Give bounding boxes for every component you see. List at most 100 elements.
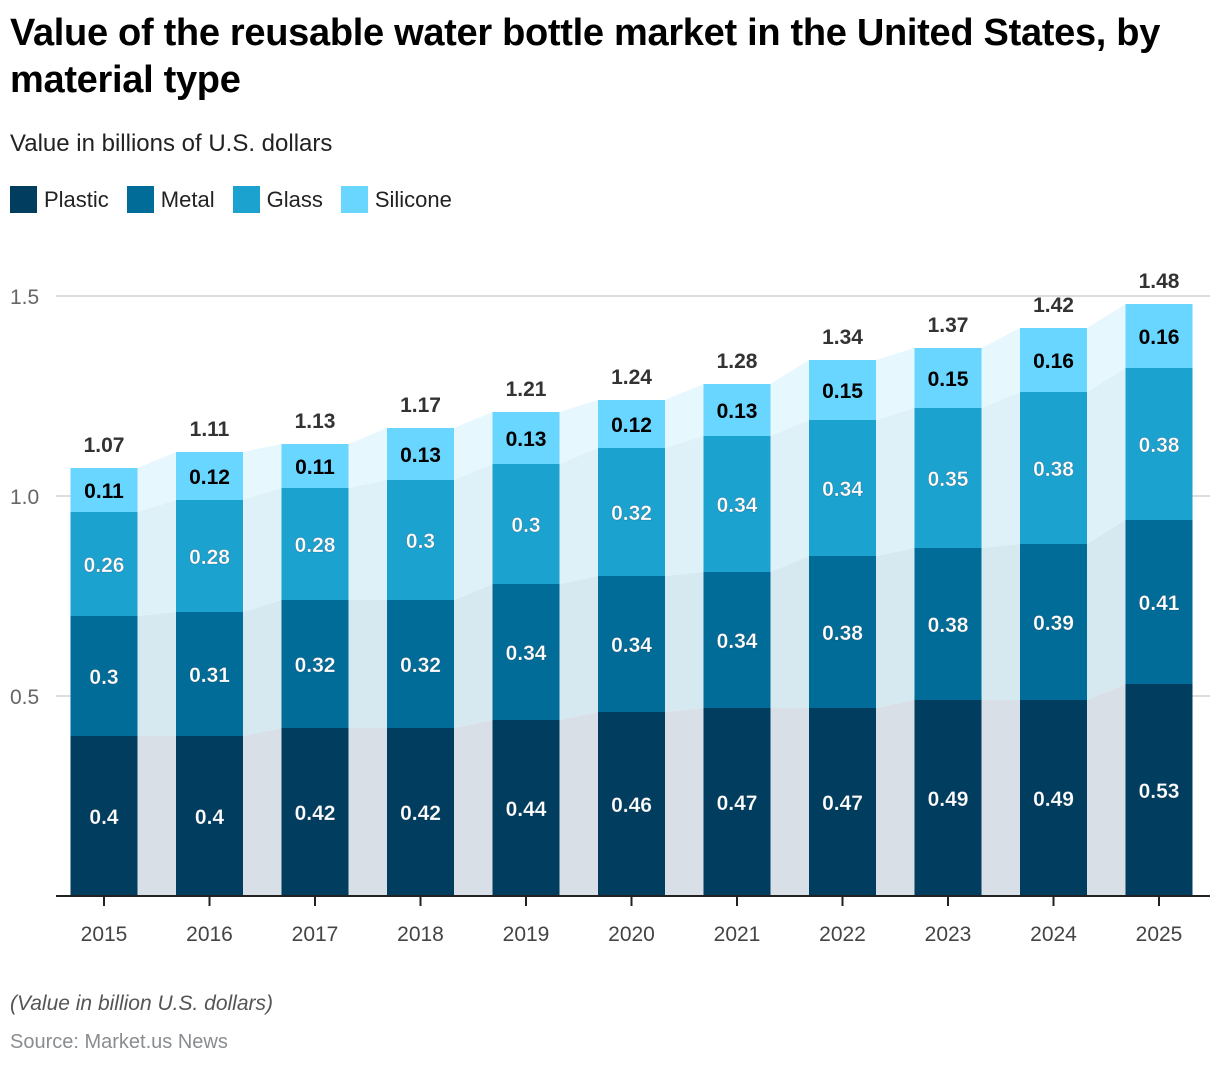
connector-area-plastic xyxy=(454,720,493,896)
bar-plastic xyxy=(387,728,454,896)
total-label: 1.24 xyxy=(611,366,652,389)
data-label-glass: 0.34 xyxy=(717,494,758,517)
data-label-silicone: 0.15 xyxy=(822,380,863,403)
bar-metal xyxy=(1020,544,1087,700)
legend-item-silicone[interactable]: Silicone xyxy=(340,186,452,213)
total-label: 1.17 xyxy=(400,394,441,417)
x-tick-label: 2017 xyxy=(292,923,339,946)
connector-area-glass xyxy=(559,448,598,584)
chart-subtitle: Value in billions of U.S. dollars xyxy=(10,130,333,157)
data-label-glass: 0.3 xyxy=(406,530,435,553)
data-label-metal: 0.39 xyxy=(1033,612,1074,635)
bar-silicone xyxy=(281,444,349,488)
data-label-metal: 0.32 xyxy=(295,654,336,677)
bar-silicone xyxy=(914,348,982,408)
x-tick-label: 2025 xyxy=(1136,923,1183,946)
legend-swatch-plastic xyxy=(10,186,37,213)
data-label-plastic: 0.49 xyxy=(928,788,969,811)
data-label-glass: 0.32 xyxy=(611,502,652,525)
connector-area-plastic xyxy=(981,700,1020,896)
total-label: 1.42 xyxy=(1033,294,1074,317)
bar-silicone xyxy=(598,400,665,448)
bar-metal xyxy=(176,612,243,736)
data-label-silicone: 0.12 xyxy=(189,466,230,489)
connector-area-glass xyxy=(243,488,282,612)
legend-item-glass[interactable]: Glass xyxy=(232,186,323,213)
connector-area-glass xyxy=(770,420,809,572)
connector-area-silicone xyxy=(665,384,704,448)
connector-area-metal xyxy=(981,544,1020,700)
x-tick-label: 2015 xyxy=(81,923,128,946)
bar-plastic xyxy=(914,700,982,896)
data-label-glass: 0.38 xyxy=(1139,434,1180,457)
connector-area-glass xyxy=(348,480,387,600)
bar-glass xyxy=(1020,392,1087,544)
data-label-metal: 0.38 xyxy=(928,614,969,637)
total-label: 1.07 xyxy=(84,434,125,457)
axes: 0.5 1.0 1.5 2015 2016 2017 2018 2019 2020 2021 202… xyxy=(10,286,1210,946)
connector-area-silicone xyxy=(348,428,387,488)
data-label-plastic: 0.4 xyxy=(89,806,119,829)
connector-area-metal xyxy=(348,600,387,728)
connector-area-plastic xyxy=(665,708,704,896)
total-label: 1.11 xyxy=(190,418,230,441)
legend-item-plastic[interactable]: Plastic xyxy=(10,186,109,213)
bar-metal xyxy=(492,584,560,720)
legend-label-metal: Metal xyxy=(160,186,215,212)
data-label-silicone: 0.12 xyxy=(611,414,652,437)
legend-item-metal[interactable]: Metal xyxy=(126,186,215,213)
connector-area-glass xyxy=(454,464,493,600)
bar-plastic xyxy=(809,708,876,896)
bar-plastic xyxy=(598,712,665,896)
x-tick-label: 2018 xyxy=(397,923,444,946)
x-tick-label: 2016 xyxy=(186,923,233,946)
legend-label-glass: Glass xyxy=(266,186,323,212)
connector-area-silicone xyxy=(137,452,176,512)
connector-area-glass xyxy=(665,436,704,576)
connector-area-plastic xyxy=(348,728,387,896)
connector-area-silicone xyxy=(770,360,809,436)
connector-area-glass xyxy=(876,408,915,556)
bar-glass xyxy=(281,488,349,600)
connector-areas xyxy=(137,304,1126,896)
bar-glass xyxy=(176,500,243,612)
source-note: Source: Market.us News xyxy=(10,1031,228,1053)
data-label-glass: 0.34 xyxy=(822,478,863,501)
x-tick-label: 2023 xyxy=(925,923,972,946)
connector-area-plastic xyxy=(770,708,809,896)
connector-area-glass xyxy=(981,392,1020,548)
data-label-metal: 0.31 xyxy=(189,664,230,687)
data-label-metal: 0.3 xyxy=(89,666,118,689)
connector-area-metal xyxy=(665,572,704,712)
connector-area-glass xyxy=(137,500,176,616)
total-label: 1.28 xyxy=(717,350,758,373)
bar-silicone xyxy=(492,412,560,464)
legend-swatch-glass xyxy=(232,186,260,213)
bar-plastic xyxy=(70,736,138,896)
bar-silicone xyxy=(176,452,243,500)
connector-area-plastic xyxy=(243,728,282,896)
connector-area-silicone xyxy=(454,412,493,480)
bar-silicone xyxy=(387,428,454,480)
bar-metal xyxy=(914,548,982,700)
connector-area-plastic xyxy=(1087,684,1126,896)
data-label-glass: 0.28 xyxy=(295,534,336,557)
total-label: 1.21 xyxy=(506,378,547,401)
x-tick-label: 2019 xyxy=(503,923,550,946)
bar-plastic xyxy=(1020,700,1087,896)
bar-plastic xyxy=(492,720,560,896)
chart-title: Value of the reusable water bottle marke… xyxy=(10,12,1161,101)
legend-label-plastic: Plastic xyxy=(44,186,109,212)
legend-label-silicone: Silicone xyxy=(374,186,452,212)
connector-area-metal xyxy=(559,576,598,720)
bar-plastic xyxy=(176,736,243,896)
data-label-metal: 0.34 xyxy=(611,634,652,657)
data-label-metal: 0.32 xyxy=(400,654,441,677)
data-label-metal: 0.41 xyxy=(1139,592,1180,615)
connector-area-plastic xyxy=(137,736,176,896)
bar-plastic xyxy=(281,728,349,896)
bar-silicone xyxy=(1020,328,1087,392)
bar-glass xyxy=(598,448,665,576)
data-label-plastic: 0.42 xyxy=(295,802,336,825)
